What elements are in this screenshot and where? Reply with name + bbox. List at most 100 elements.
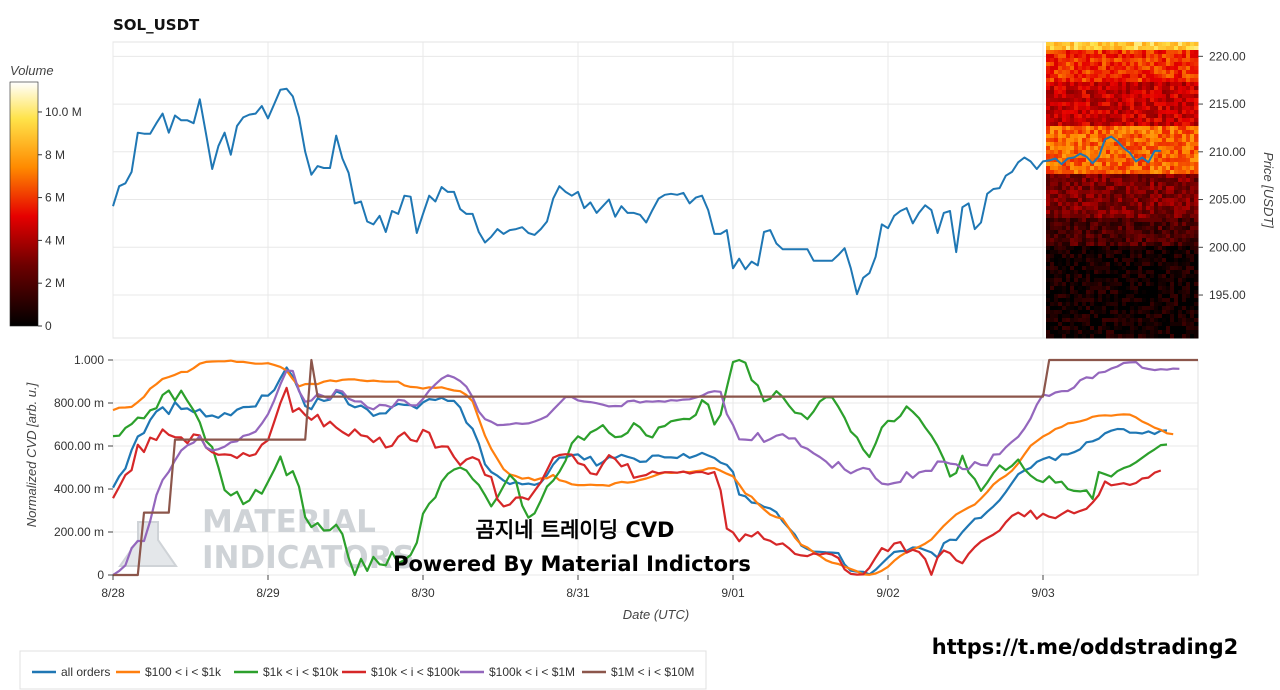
heatmap-cell [1106,194,1111,199]
heatmap-cell [1158,50,1163,55]
heatmap-cell [1062,70,1067,75]
heatmap-cell [1186,114,1191,119]
heatmap-cell [1046,210,1051,215]
heatmap-cell [1058,122,1063,127]
heatmap-cell [1106,58,1111,63]
heatmap-cell [1138,298,1143,303]
heatmap-cell [1118,234,1123,239]
heatmap-cell [1146,294,1151,299]
heatmap-cell [1090,266,1095,271]
heatmap-cell [1066,126,1071,131]
heatmap-cell [1114,322,1119,327]
heatmap-cell [1090,230,1095,235]
heatmap-cell [1194,102,1199,107]
heatmap-cell [1146,238,1151,243]
heatmap-cell [1142,182,1147,187]
heatmap-cell [1058,214,1063,219]
heatmap-cell [1062,294,1067,299]
heatmap-cell [1090,118,1095,123]
heatmap-cell [1106,110,1111,115]
heatmap-cell [1086,134,1091,139]
heatmap-cell [1138,222,1143,227]
heatmap-cell [1158,246,1163,251]
heatmap-cell [1082,262,1087,267]
heatmap-cell [1106,186,1111,191]
heatmap-cell [1066,138,1071,143]
heatmap-cell [1058,246,1063,251]
heatmap-cell [1078,294,1083,299]
heatmap-cell [1162,306,1167,311]
heatmap-cell [1138,282,1143,287]
heatmap-cell [1126,146,1131,151]
heatmap-cell [1118,222,1123,227]
heatmap-cell [1114,306,1119,311]
heatmap-cell [1054,142,1059,147]
heatmap-cell [1182,82,1187,87]
heatmap-cell [1110,130,1115,135]
heatmap-cell [1046,186,1051,191]
heatmap-cell [1074,70,1079,75]
heatmap-cell [1174,198,1179,203]
heatmap-cell [1118,58,1123,63]
heatmap-cell [1174,118,1179,123]
heatmap-cell [1062,118,1067,123]
heatmap-cell [1074,174,1079,179]
heatmap-cell [1150,238,1155,243]
heatmap-cell [1146,282,1151,287]
colorbar-ticks: 10.0 M8 M6 M4 M2 M0 [38,105,82,333]
heatmap-cell [1070,146,1075,151]
heatmap-cell [1190,282,1195,287]
heatmap-cell [1074,42,1079,47]
heatmap-cell [1078,126,1083,131]
heatmap-cell [1062,258,1067,263]
heatmap-cell [1150,102,1155,107]
heatmap-cell [1126,302,1131,307]
heatmap-cell [1078,42,1083,47]
heatmap-cell [1130,198,1135,203]
heatmap-cell [1130,126,1135,131]
heatmap-cell [1154,326,1159,331]
heatmap-cell [1150,326,1155,331]
heatmap-cell [1162,54,1167,59]
heatmap-cell [1142,86,1147,91]
heatmap-cell [1114,170,1119,175]
heatmap-cell [1142,162,1147,167]
heatmap-cell [1074,138,1079,143]
heatmap-cell [1114,110,1119,115]
heatmap-cell [1054,222,1059,227]
heatmap-cell [1050,298,1055,303]
heatmap-cell [1182,310,1187,315]
heatmap-cell [1094,50,1099,55]
heatmap-cell [1146,226,1151,231]
heatmap-cell [1134,62,1139,67]
heatmap-cell [1062,102,1067,107]
heatmap-cell [1046,214,1051,219]
heatmap-cell [1082,250,1087,255]
heatmap-cell [1054,62,1059,67]
heatmap-cell [1054,238,1059,243]
cvd-y-axis-label: Normalized CVD [arb. u.] [24,382,39,527]
heatmap-cell [1138,42,1143,47]
heatmap-cell [1094,86,1099,91]
heatmap-cell [1178,126,1183,131]
heatmap-cell [1178,70,1183,75]
heatmap-cell [1078,114,1083,119]
heatmap-cell [1178,254,1183,259]
heatmap-cell [1118,150,1123,155]
heatmap-cell [1070,114,1075,119]
heatmap-cell [1142,230,1147,235]
heatmap-cell [1150,322,1155,327]
heatmap-cell [1098,78,1103,83]
heatmap-cell [1162,242,1167,247]
heatmap-cell [1158,98,1163,103]
heatmap-cell [1106,298,1111,303]
heatmap-cell [1094,322,1099,327]
heatmap-cell [1158,206,1163,211]
heatmap-cell [1066,286,1071,291]
heatmap-cell [1102,66,1107,71]
heatmap-cell [1102,282,1107,287]
heatmap-cell [1154,174,1159,179]
heatmap-cell [1130,270,1135,275]
heatmap-cell [1150,134,1155,139]
telegram-link[interactable]: https://t.me/oddstrading2 [932,635,1239,659]
